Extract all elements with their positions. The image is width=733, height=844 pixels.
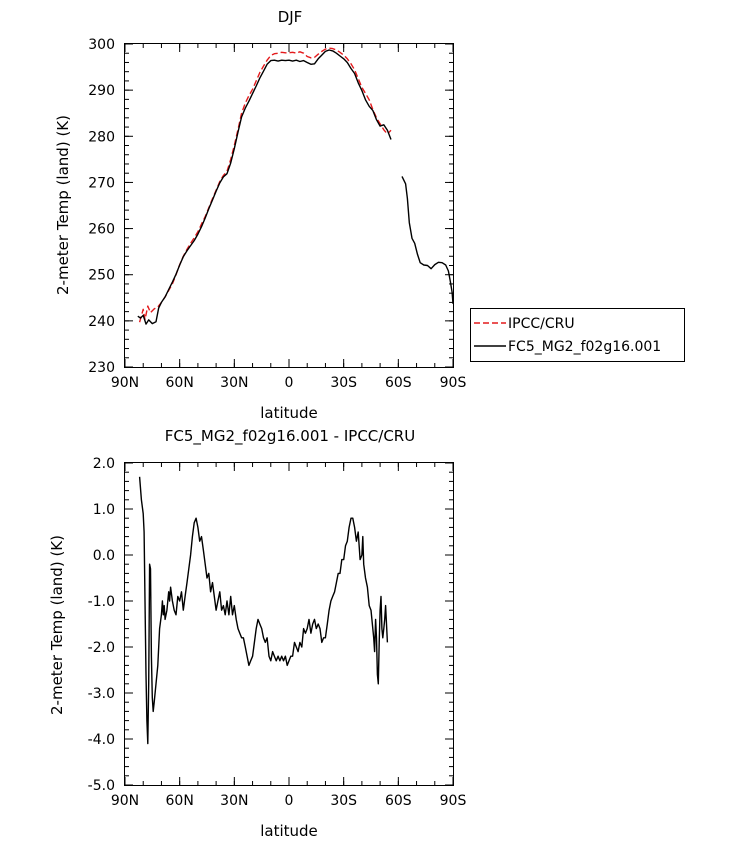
bottom-chart-y-tick-label: -5.0 (88, 778, 115, 794)
top-chart-series-line-fc5-mg2-f02g16-001-seg0 (137, 49, 392, 325)
bottom-chart-x-tick-label: 60S (385, 793, 412, 809)
bottom-chart-x-tick-label: 90N (111, 793, 139, 809)
top-chart-y-tick-label: 300 (88, 37, 115, 53)
bottom-chart-x-tick-label: 60N (166, 793, 194, 809)
top-chart-y-tick-label: 280 (88, 129, 115, 145)
top-chart-x-tick-label: 90S (440, 375, 467, 391)
bottom-chart-x-tick-label: 30N (220, 793, 248, 809)
bottom-chart-x-tick-label: 0 (285, 793, 294, 809)
top-chart-x-tick-label: 90N (111, 375, 139, 391)
top-chart-title: DJF (278, 8, 303, 26)
bottom-chart-plot-frame (124, 462, 454, 786)
top-chart-x-tick-label: 30S (330, 375, 357, 391)
bottom-chart-y-axis-label: 2-meter Temp (land) (K) (48, 535, 66, 715)
top-chart-x-tick-label: 30N (220, 375, 248, 391)
top-chart-plot-frame (124, 43, 454, 368)
top-chart-y-axis-label: 2-meter Temp (land) (K) (54, 115, 72, 295)
top-chart-y-tick-label: 250 (88, 268, 115, 284)
legend-box (470, 308, 685, 362)
top-chart-x-tick-label: 0 (285, 375, 294, 391)
bottom-chart-x-axis-label: latitude (260, 822, 318, 840)
top-chart-y-tick-label: 240 (88, 314, 115, 330)
top-chart-x-tick-label: 60N (166, 375, 194, 391)
top-chart-series-line-ipcc-cru-seg0 (138, 47, 392, 323)
bottom-chart-x-tick-label: 30S (330, 793, 357, 809)
bottom-chart-y-tick-label: 1.0 (93, 502, 115, 518)
top-chart-y-tick-label: 230 (88, 360, 115, 376)
top-chart-y-tick-label: 290 (88, 83, 115, 99)
legend: IPCC/CRU FC5_MG2_f02g16.001 (470, 308, 685, 362)
top-chart: DJF 90N 60N 30N 0 30S 60S 90S 300 290 280 270 260 25… (54, 8, 466, 422)
bottom-chart-y-tick-label: -4.0 (88, 732, 115, 748)
bottom-chart-y-tick-label: 2.0 (93, 456, 115, 472)
bottom-chart: FC5_MG2_f02g16.001 - IPCC/CRU 90N 60N 30N 0… (48, 427, 466, 840)
bottom-chart-y-tick-label: -3.0 (88, 686, 115, 702)
bottom-chart-title: FC5_MG2_f02g16.001 - IPCC/CRU (165, 427, 415, 446)
bottom-chart-y-tick-label: -1.0 (88, 594, 115, 610)
top-chart-y-tick-label: 260 (88, 222, 115, 238)
legend-label-ipcc-cru: IPCC/CRU (508, 316, 575, 332)
top-chart-x-tick-label: 60S (385, 375, 412, 391)
top-chart-x-axis-label: latitude (260, 404, 318, 422)
legend-label-fc5: FC5_MG2_f02g16.001 (508, 339, 661, 355)
bottom-chart-y-tick-label: -2.0 (88, 640, 115, 656)
bottom-chart-series-line-difference-seg0 (138, 476, 389, 745)
bottom-chart-x-tick-label: 90S (440, 793, 467, 809)
top-chart-series-line-fc5-mg2-f02g16-001-seg1 (401, 176, 454, 304)
bottom-chart-y-tick-label: 0.0 (93, 548, 115, 564)
top-chart-y-tick-label: 270 (88, 175, 115, 191)
